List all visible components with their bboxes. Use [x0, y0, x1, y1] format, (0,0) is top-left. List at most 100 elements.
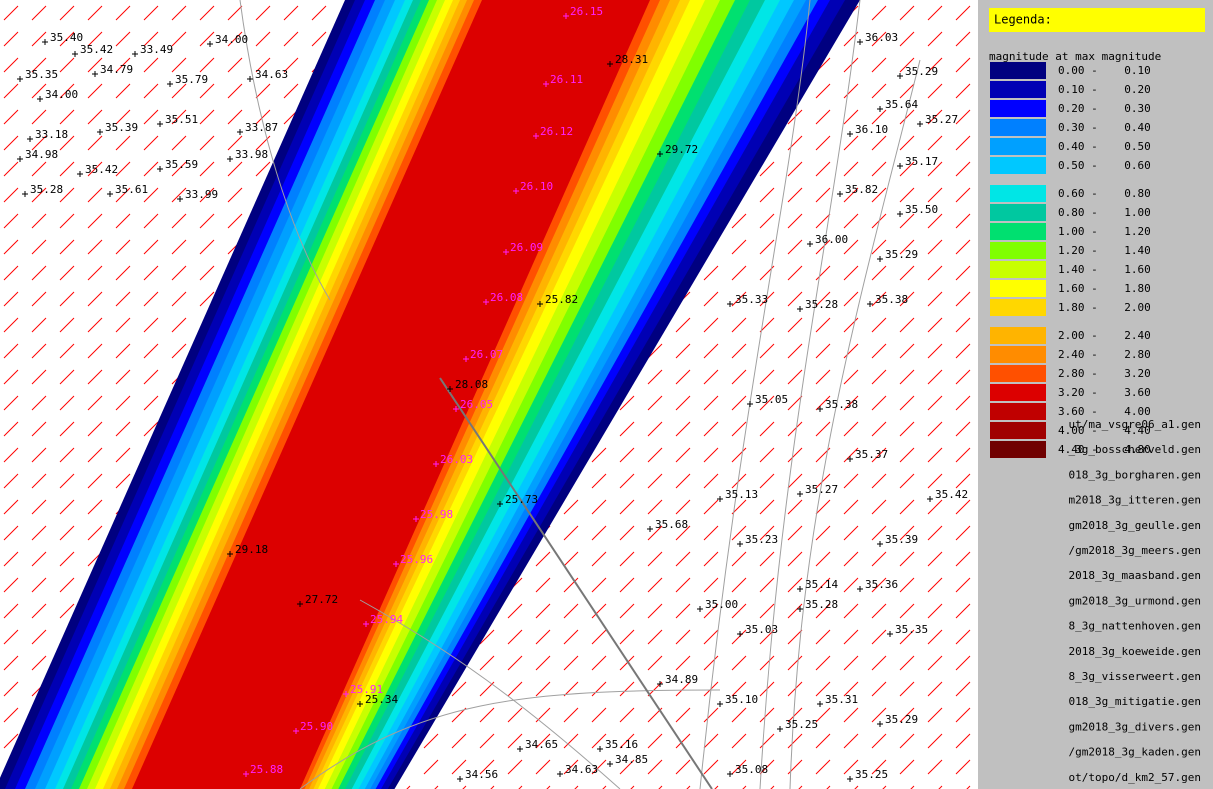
- level-label: 35.36: [865, 578, 898, 591]
- level-label: 35.14: [805, 578, 838, 591]
- highlight-label: 26.08: [490, 291, 523, 304]
- highlight-label: 25.88: [250, 763, 283, 776]
- level-label: 34.00: [45, 88, 78, 101]
- level-label: 35.82: [845, 183, 878, 196]
- level-label: 34.56: [465, 768, 498, 781]
- legend-swatch: [990, 119, 1046, 136]
- legend-file: _3g_bosscherveld.gen: [1069, 443, 1201, 456]
- level-label: 35.31: [825, 693, 858, 706]
- legend-swatch: [990, 365, 1046, 382]
- level-label: 33.49: [140, 43, 173, 56]
- legend-subtitle: magnitude at max magnitude: [989, 50, 1161, 63]
- level-label: 33.18: [35, 128, 68, 141]
- level-label: 25.82: [545, 293, 578, 306]
- level-label: 34.65: [525, 738, 558, 751]
- highlight-label: 25.98: [420, 508, 453, 521]
- legend-swatch: [990, 157, 1046, 174]
- level-label: 29.18: [235, 543, 268, 556]
- legend-file: 018_3g_mitigatie.gen: [1069, 695, 1201, 708]
- level-label: 35.39: [105, 121, 138, 134]
- legend-range: 3.20 - 3.60: [1058, 386, 1151, 399]
- highlight-label: 26.03: [440, 453, 473, 466]
- legend-range: 0.60 - 0.80: [1058, 187, 1151, 200]
- level-label: 33.99: [185, 188, 218, 201]
- legend-file: ut/ma_vsgre06_a1.gen: [1069, 418, 1201, 431]
- legend-range: 0.30 - 0.40: [1058, 121, 1151, 134]
- legend-range: 2.80 - 3.20: [1058, 367, 1151, 380]
- level-label: 34.63: [565, 763, 598, 776]
- legend-swatch: [990, 346, 1046, 363]
- level-label: 34.63: [255, 68, 288, 81]
- level-label: 35.38: [875, 293, 908, 306]
- level-label: 35.23: [745, 533, 778, 546]
- legend-swatch: [990, 242, 1046, 259]
- level-label: 33.98: [235, 148, 268, 161]
- level-label: 35.17: [905, 155, 938, 168]
- legend-title: Legenda:: [994, 13, 1052, 27]
- level-label: 28.08: [455, 378, 488, 391]
- legend-swatch: [990, 138, 1046, 155]
- legend-range: 0.40 - 0.50: [1058, 140, 1151, 153]
- level-label: 35.50: [905, 203, 938, 216]
- legend-swatch: [990, 261, 1046, 278]
- level-label: 35.39: [885, 533, 918, 546]
- highlight-label: 25.91: [350, 683, 383, 696]
- level-label: 34.98: [25, 148, 58, 161]
- level-label: 35.64: [885, 98, 918, 111]
- level-label: 34.79: [100, 63, 133, 76]
- level-label: 27.72: [305, 593, 338, 606]
- level-label: 35.68: [655, 518, 688, 531]
- legend-swatch: [990, 422, 1046, 439]
- level-label: 35.08: [735, 763, 768, 776]
- highlight-label: 26.10: [520, 180, 553, 193]
- legend-range: 0.20 - 0.30: [1058, 102, 1151, 115]
- highlight-label: 26.12: [540, 125, 573, 138]
- legend-swatch: [990, 223, 1046, 240]
- highlight-label: 26.07: [470, 348, 503, 361]
- level-label: 35.27: [925, 113, 958, 126]
- level-label: 35.79: [175, 73, 208, 86]
- highlight-label: 25.96: [400, 553, 433, 566]
- level-label: 34.89: [665, 673, 698, 686]
- highlight-label: 25.90: [300, 720, 333, 733]
- level-label: 35.03: [745, 623, 778, 636]
- legend-swatch: [990, 81, 1046, 98]
- level-label: 35.42: [935, 488, 968, 501]
- highlight-label: 26.15: [570, 5, 603, 18]
- legend-file: 018_3g_borgharen.gen: [1069, 468, 1201, 481]
- legend-swatch: [990, 280, 1046, 297]
- level-label: 35.10: [725, 693, 758, 706]
- legend-file: ot/topo/d_km2_57.gen: [1069, 771, 1201, 784]
- legend-file: /gm2018_3g_kaden.gen: [1069, 746, 1201, 759]
- level-label: 35.35: [895, 623, 928, 636]
- map-view: 35.4035.4233.4934.0035.3534.7934.0035.79…: [0, 0, 1213, 789]
- legend-swatch: [990, 185, 1046, 202]
- level-label: 33.87: [245, 121, 278, 134]
- level-label: 35.25: [855, 768, 888, 781]
- level-label: 35.29: [885, 713, 918, 726]
- level-label: 35.51: [165, 113, 198, 126]
- level-label: 35.40: [50, 31, 83, 44]
- level-label: 35.13: [725, 488, 758, 501]
- highlight-label: 25.94: [370, 613, 403, 626]
- level-label: 35.05: [755, 393, 788, 406]
- level-label: 35.25: [785, 718, 818, 731]
- legend-swatch: [990, 327, 1046, 344]
- level-label: 35.29: [885, 248, 918, 261]
- level-label: 35.27: [805, 483, 838, 496]
- highlight-label: 26.11: [550, 73, 583, 86]
- level-label: 36.10: [855, 123, 888, 136]
- level-label: 35.29: [905, 65, 938, 78]
- legend-range: 1.20 - 1.40: [1058, 244, 1151, 257]
- level-label: 36.03: [865, 31, 898, 44]
- level-label: 35.37: [855, 448, 888, 461]
- legend-swatch: [990, 441, 1046, 458]
- level-label: 35.28: [30, 183, 63, 196]
- legend-range: 1.40 - 1.60: [1058, 263, 1151, 276]
- highlight-label: 26.05: [460, 398, 493, 411]
- legend-range: 1.80 - 2.00: [1058, 301, 1151, 314]
- legend-file: 8_3g_visserweert.gen: [1069, 670, 1201, 683]
- legend-swatch: [990, 384, 1046, 401]
- legend-swatch: [990, 204, 1046, 221]
- highlight-label: 26.09: [510, 241, 543, 254]
